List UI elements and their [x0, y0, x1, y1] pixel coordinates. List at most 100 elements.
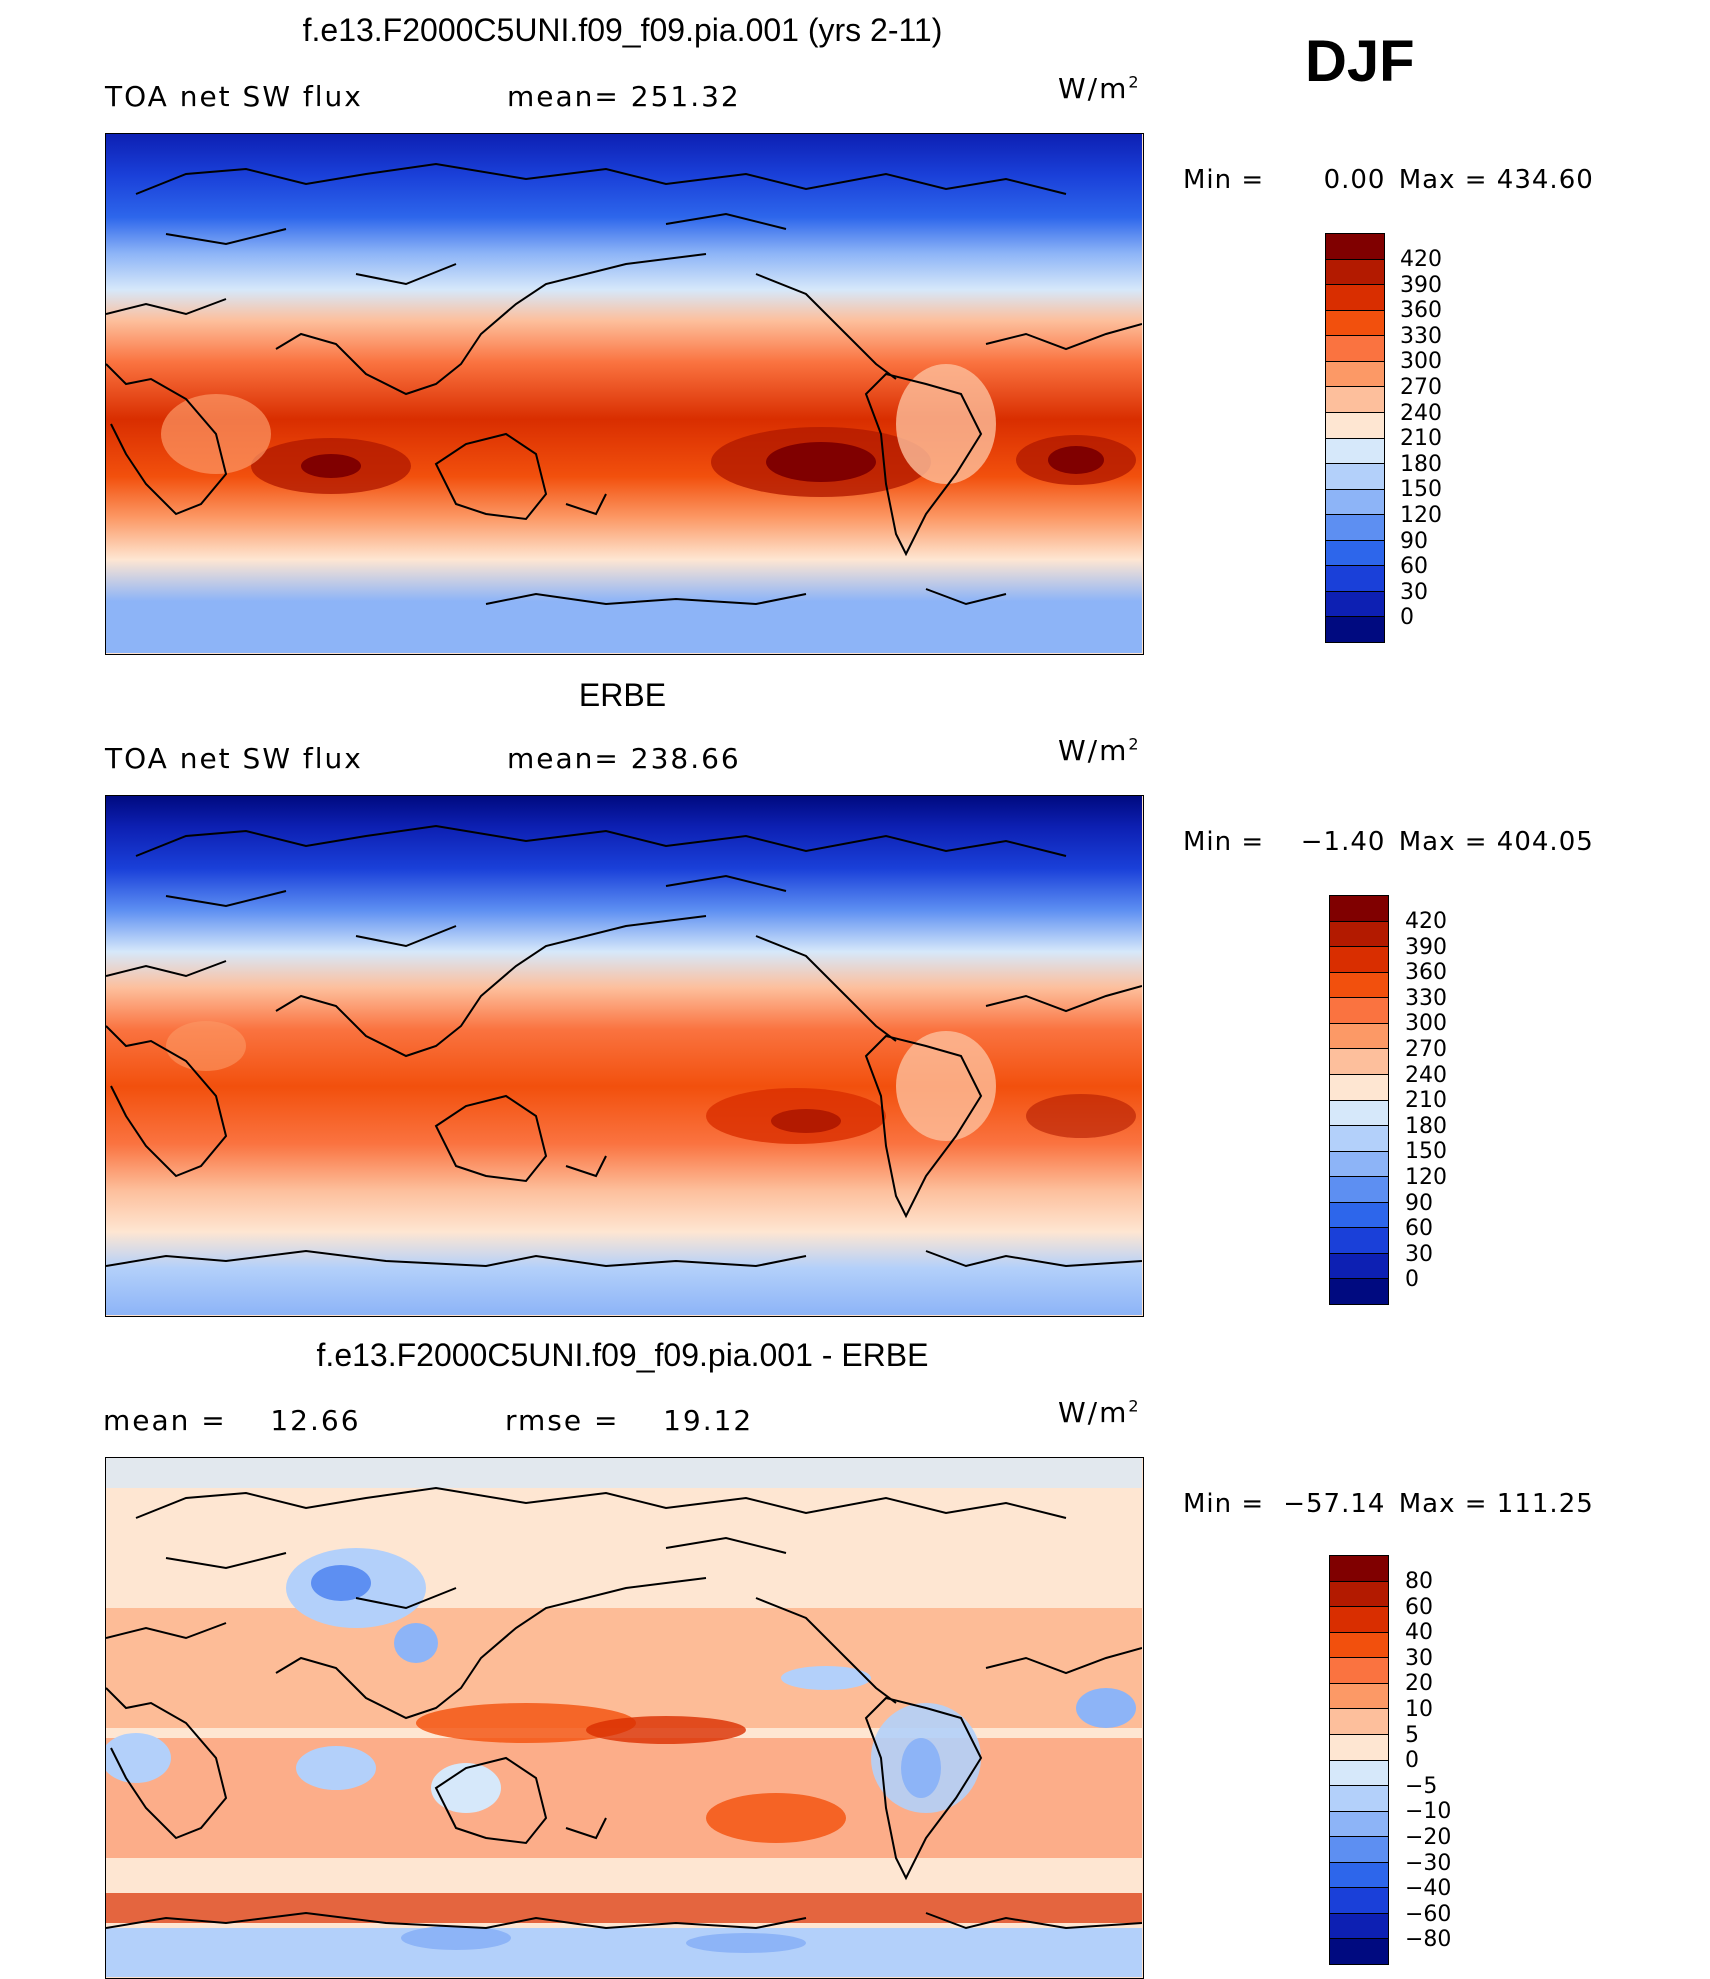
colorbar-swatch	[1326, 259, 1384, 286]
colorbar-level-label: 5	[1405, 1722, 1419, 1748]
colorbar-level-label: 180	[1405, 1113, 1447, 1139]
panel2-max-value: 404.05	[1496, 827, 1594, 857]
colorbar-swatch	[1326, 361, 1384, 388]
colorbar-level-label: 360	[1405, 960, 1447, 986]
colorbar-swatch	[1326, 591, 1384, 618]
colorbar-swatch	[1330, 1658, 1388, 1684]
colorbar-level-label: 120	[1400, 502, 1442, 528]
colorbar-swatch	[1330, 1632, 1388, 1659]
colorbar-swatch	[1330, 998, 1388, 1024]
panel1-max-label: Max =	[1398, 165, 1488, 195]
colorbar-swatch	[1330, 1023, 1388, 1050]
colorbar-level-label: 180	[1400, 451, 1442, 477]
panel3-min-value: −57.14	[1283, 1489, 1386, 1519]
colorbar-level-label: 30	[1405, 1645, 1433, 1671]
colorbar-level-label: 270	[1400, 374, 1442, 400]
colorbar-level-label: −30	[1405, 1850, 1452, 1876]
colorbar-level-label: 420	[1405, 909, 1447, 934]
colorbar-level-label: 390	[1405, 934, 1447, 960]
colorbar-swatch	[1330, 1581, 1388, 1608]
colorbar-level-label: 360	[1400, 298, 1442, 324]
colorbar-swatch	[1326, 566, 1384, 592]
panel2-variable: TOA net SW flux	[105, 742, 363, 775]
colorbar-swatch	[1330, 1228, 1388, 1254]
colorbar-level-label: 240	[1405, 1062, 1447, 1088]
panel3-units: W/m2	[1058, 1396, 1139, 1429]
colorbar-level-label: 30	[1400, 579, 1428, 605]
colorbar-swatch	[1330, 1556, 1388, 1582]
colorbar-swatch	[1330, 1253, 1388, 1280]
panel3-title: f.e13.F2000C5UNI.f09_f09.pia.001 - ERBE	[316, 1337, 929, 1373]
colorbar-swatch	[1330, 1786, 1388, 1812]
panel2-title: ERBE	[578, 677, 667, 713]
panel1-title: f.e13.F2000C5UNI.f09_f09.pia.001 (yrs 2-…	[302, 12, 943, 48]
colorbar-swatch	[1330, 1709, 1388, 1735]
panel2-map	[105, 795, 1144, 1317]
colorbar-level-label: 330	[1400, 323, 1442, 349]
colorbar-level-label: 90	[1405, 1190, 1433, 1216]
colorbar-level-label: 30	[1405, 1241, 1433, 1267]
colorbar-level-label: 210	[1400, 426, 1442, 452]
panel2-minmax: Min = −1.40 Max = 404.05	[1183, 827, 1594, 857]
colorbar-level-label: −20	[1405, 1824, 1452, 1850]
colorbar-level-label: 60	[1405, 1594, 1433, 1620]
panel3-colorbar-labels: 80 60 40 30 20 10 5 0 −5 −10 −20 −30 −40 −60 −80	[1405, 1569, 1451, 1953]
colorbar-level-label: 0	[1405, 1267, 1419, 1293]
colorbar-swatch	[1330, 1760, 1388, 1787]
colorbar-level-label: 10	[1405, 1696, 1433, 1722]
colorbar-level-label: 120	[1405, 1164, 1447, 1190]
panel2-mean: mean= 238.66	[507, 742, 741, 775]
colorbar-swatch	[1330, 896, 1388, 922]
panel2-max-label: Max =	[1398, 827, 1488, 857]
colorbar-level-label: −80	[1405, 1927, 1452, 1953]
colorbar-level-label: 390	[1400, 272, 1442, 298]
colorbar-level-label: 300	[1405, 1011, 1447, 1037]
colorbar-swatch	[1330, 1888, 1388, 1914]
colorbar-level-label: −5	[1405, 1773, 1438, 1799]
colorbar-swatch	[1326, 336, 1384, 362]
colorbar-level-label: 300	[1400, 349, 1442, 375]
colorbar-swatch	[1330, 1151, 1388, 1178]
colorbar-swatch	[1330, 1607, 1388, 1633]
colorbar-level-label: 60	[1405, 1216, 1433, 1242]
colorbar-swatch	[1326, 464, 1384, 490]
panel3-mean: mean = 12.66	[103, 1404, 361, 1437]
colorbar-level-label: 80	[1405, 1569, 1433, 1594]
colorbar-swatch	[1330, 1202, 1388, 1229]
colorbar-level-label: 60	[1400, 554, 1428, 580]
colorbar-swatch	[1330, 1811, 1388, 1838]
panel2-colorbar-labels: 420 390 360 330 300 270 240 210 180 150 120 90 60 30 0	[1405, 909, 1447, 1293]
panel3-min-label: Min =	[1183, 1489, 1265, 1519]
colorbar-swatch	[1326, 438, 1384, 465]
panel1-map	[105, 133, 1144, 655]
colorbar-swatch	[1330, 1279, 1388, 1304]
panel3-minmax: Min = −57.14 Max = 111.25	[1183, 1489, 1594, 1519]
colorbar-level-label: 20	[1405, 1671, 1433, 1697]
season-label: DJF	[1305, 29, 1415, 94]
colorbar-swatch	[1326, 234, 1384, 260]
colorbar-level-label: −40	[1405, 1876, 1452, 1902]
panel2-units: W/m2	[1058, 734, 1139, 767]
colorbar-level-label: 240	[1400, 400, 1442, 426]
panel2-colorbar	[1329, 895, 1389, 1305]
panel1-mean: mean= 251.32	[507, 80, 741, 113]
panel1-max-value: 434.60	[1496, 165, 1594, 195]
panel1-colorbar-labels: 420 390 360 330 300 270 240 210 180 150 120 90 60 30 0	[1400, 247, 1442, 631]
colorbar-level-label: 150	[1400, 477, 1442, 503]
colorbar-swatch	[1330, 1939, 1388, 1964]
colorbar-level-label: 90	[1400, 528, 1428, 554]
colorbar-swatch	[1330, 1913, 1388, 1940]
panel1-minmax: Min = 0.00 Max = 434.60	[1183, 165, 1594, 195]
panel3-rmse: rmse = 19.12	[505, 1404, 754, 1437]
panel3-map	[105, 1457, 1144, 1979]
colorbar-swatch	[1330, 1049, 1388, 1075]
colorbar-swatch	[1326, 515, 1384, 541]
colorbar-level-label: 0	[1400, 605, 1414, 631]
panel3-max-label: Max =	[1398, 1489, 1488, 1519]
colorbar-level-label: 40	[1405, 1620, 1433, 1646]
colorbar-swatch	[1330, 921, 1388, 948]
colorbar-swatch	[1330, 1177, 1388, 1203]
panel1-min-label: Min =	[1183, 165, 1265, 195]
colorbar-swatch	[1326, 412, 1384, 439]
colorbar-swatch	[1330, 1126, 1388, 1152]
